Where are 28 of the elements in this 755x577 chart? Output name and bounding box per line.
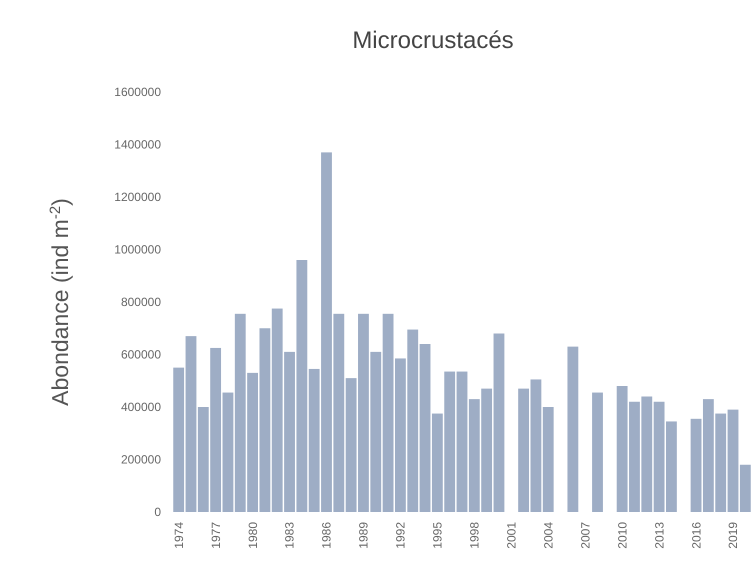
y-tick-label: 0 [154,505,162,520]
x-tick-label: 2013 [652,522,666,549]
x-tick-label: 1980 [246,522,260,549]
y-tick-label: 1600000 [114,85,162,100]
x-tick-label: 2019 [726,522,740,549]
chart-title: Microcrustacés [352,27,514,54]
x-tick-label: 1986 [320,522,334,549]
x-tick-label: 1977 [208,522,223,549]
x-tick-label: 1989 [356,522,371,549]
x-tick-label: 2004 [541,522,556,549]
y-tick-label: 400000 [120,400,162,414]
y-tick-label: 1200000 [114,190,162,204]
x-tick-label: 1995 [430,522,445,549]
y-tick-label: 1400000 [114,138,162,152]
y-tick-label: 800000 [120,295,162,310]
x-tick-label: 1974 [172,522,186,549]
x-tick-label: 1992 [394,522,408,549]
x-tick-label: 1998 [468,522,482,549]
bar [592,392,603,512]
y-tick-label: 1000000 [114,242,162,257]
x-tick-label: 1983 [282,522,297,549]
y-tick-label: 200000 [120,452,162,467]
x-tick-label: 2010 [615,522,630,549]
y-tick-label: 600000 [120,348,162,362]
x-tick-label: 2001 [504,522,518,549]
x-tick-label: 2007 [578,522,592,549]
x-tick-label: 2016 [689,522,704,549]
bar [567,346,578,512]
